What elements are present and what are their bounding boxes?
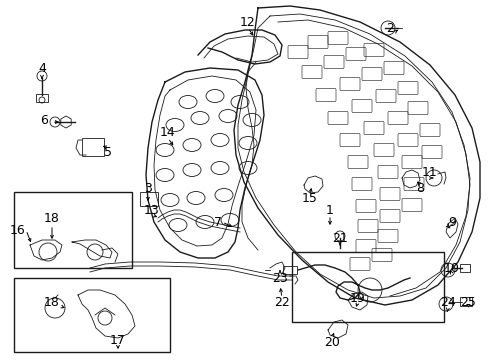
Text: 7: 7 xyxy=(214,216,222,229)
Text: 9: 9 xyxy=(447,216,455,229)
Text: 20: 20 xyxy=(324,336,339,348)
Text: 19: 19 xyxy=(349,292,365,305)
Text: 2: 2 xyxy=(385,22,393,35)
Bar xyxy=(82,138,104,156)
Text: 18: 18 xyxy=(44,211,60,225)
Text: 6: 6 xyxy=(40,113,48,126)
Bar xyxy=(291,252,443,322)
Text: 5: 5 xyxy=(104,145,112,158)
Text: 25: 25 xyxy=(459,296,475,309)
Text: 16: 16 xyxy=(10,224,26,237)
Text: 13: 13 xyxy=(144,203,160,216)
Text: 1: 1 xyxy=(325,203,333,216)
Bar xyxy=(14,278,170,352)
Text: 22: 22 xyxy=(274,296,289,309)
Bar xyxy=(14,192,132,268)
Text: 11: 11 xyxy=(421,166,437,179)
Bar xyxy=(140,192,158,206)
Bar xyxy=(36,94,48,102)
Text: 4: 4 xyxy=(38,62,46,75)
Text: 23: 23 xyxy=(271,271,287,284)
Text: 15: 15 xyxy=(302,192,317,204)
Bar xyxy=(283,266,296,274)
Text: 17: 17 xyxy=(110,333,126,346)
Text: 3: 3 xyxy=(144,181,152,194)
Text: 14: 14 xyxy=(160,126,176,139)
Text: 21: 21 xyxy=(331,231,347,244)
Text: 24: 24 xyxy=(439,296,455,309)
Bar xyxy=(459,297,471,306)
Text: 18: 18 xyxy=(44,296,60,309)
Text: 10: 10 xyxy=(443,261,459,274)
Text: 8: 8 xyxy=(415,181,423,194)
Bar xyxy=(459,264,469,272)
Text: 12: 12 xyxy=(240,15,255,28)
